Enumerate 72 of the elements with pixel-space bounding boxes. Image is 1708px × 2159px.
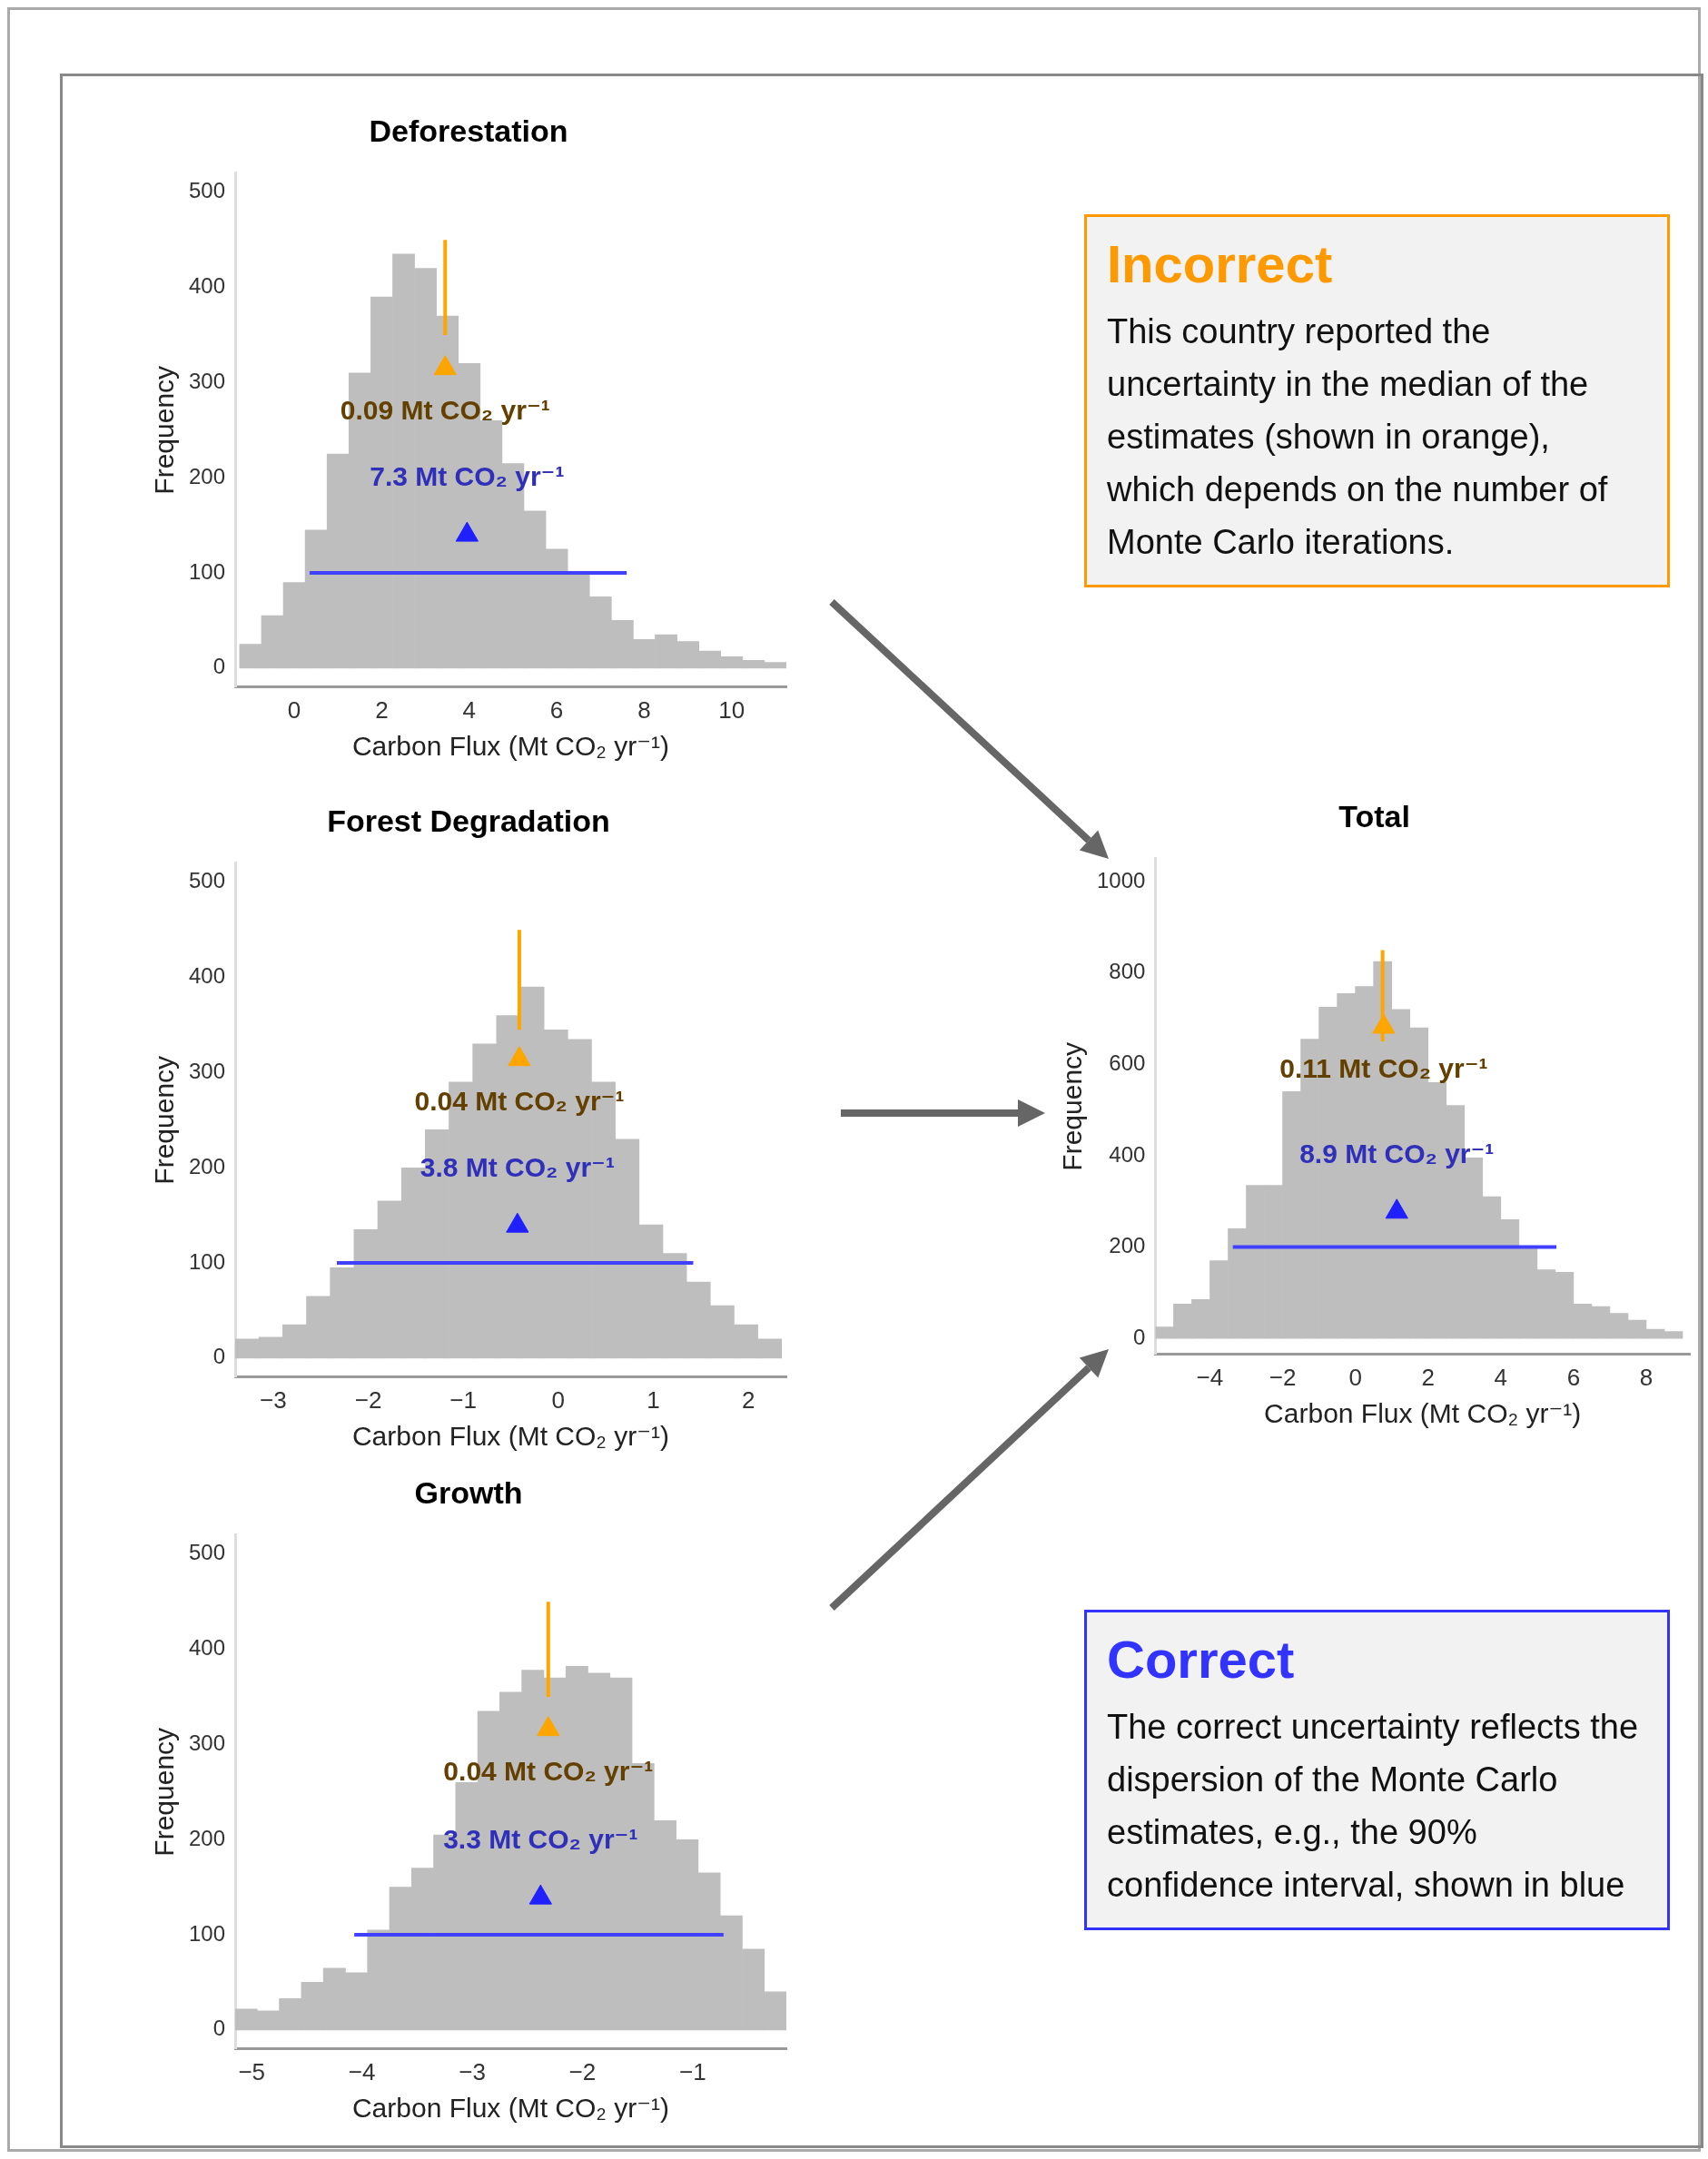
y-tick-label: 400 (189, 273, 226, 299)
y-tick-label: 1000 (1097, 867, 1146, 892)
x-tick-label: −2 (354, 1385, 382, 1414)
x-tick-label: 6 (549, 695, 564, 724)
annotation: 0.04 Mt CO₂ yr⁻¹ (443, 1755, 654, 1786)
x-tick-label: 1 (647, 1385, 660, 1414)
y-tick-label: 0 (212, 654, 226, 679)
y-tick-label: 0 (212, 1344, 226, 1369)
chart-title: Total (1338, 798, 1410, 833)
y-tick-label: 500 (189, 868, 226, 893)
y-tick-label: 0 (1133, 1324, 1146, 1349)
x-tick-label: −1 (449, 1385, 478, 1414)
chart-title: Deforestation (369, 113, 568, 148)
text: This country reported the uncertainty in the median of the estimates (shown in orange), which depends on the number of Monte Carlo iterations. (1107, 311, 1609, 563)
y-tick-label: 100 (189, 1248, 226, 1274)
x-tick-label: 0 (551, 1385, 566, 1414)
x-tick-label: 2 (741, 1385, 755, 1414)
x-tick-label: −5 (238, 2057, 266, 2085)
y-tick-label: 400 (189, 963, 226, 989)
y-axis-title: Frequency (1057, 1041, 1088, 1171)
y-tick-label: 200 (1109, 1233, 1146, 1258)
y-tick-label: 500 (189, 1540, 226, 1565)
y-tick-label: 300 (189, 1730, 226, 1756)
chart-title: Growth (414, 1474, 523, 1510)
y-tick-label: 0 (212, 2016, 226, 2041)
y-tick-label: 400 (1109, 1141, 1146, 1167)
x-tick-label: −3 (260, 1385, 287, 1414)
y-axis-title: Frequency (149, 1055, 180, 1185)
x-tick-label: 2 (375, 695, 389, 724)
y-tick-label: 200 (189, 1153, 226, 1178)
x-tick-label: −1 (678, 2057, 706, 2085)
y-axis-title: Frequency (149, 1727, 180, 1857)
annotation: 3.8 Mt CO₂ yr⁻¹ (420, 1152, 615, 1183)
annotation: 7.3 Mt CO₂ yr⁻¹ (370, 461, 565, 492)
x-tick-label: 4 (1494, 1363, 1508, 1391)
x-tick-label: 2 (1421, 1363, 1435, 1391)
x-axis-title: Carbon Flux (Mt CO₂ yr⁻¹) (351, 2093, 670, 2124)
y-tick-label: 100 (189, 1920, 226, 1946)
chart-title: Forest Degradation (327, 803, 610, 838)
x-tick-label: −2 (568, 2057, 597, 2085)
y-tick-label: 400 (189, 1635, 226, 1661)
y-tick-label: 300 (189, 1059, 226, 1084)
y-tick-label: 200 (189, 1825, 226, 1850)
annotation: 3.3 Mt CO₂ yr⁻¹ (443, 1824, 638, 1855)
x-tick-label: 4 (462, 695, 476, 724)
x-tick-label: 0 (287, 695, 301, 724)
x-tick-label: 8 (1639, 1363, 1654, 1391)
x-axis-title: Carbon Flux (Mt CO₂ yr⁻¹) (1264, 1398, 1582, 1429)
y-tick-label: 200 (189, 463, 226, 488)
annotation: 8.9 Mt CO₂ yr⁻¹ (1299, 1139, 1495, 1169)
x-tick-label: 8 (637, 695, 651, 724)
x-tick-label: −4 (1196, 1363, 1224, 1391)
annotation: 0.04 Mt CO₂ yr⁻¹ (414, 1085, 625, 1116)
y-axis-title: Frequency (149, 365, 180, 495)
y-tick-label: 600 (1109, 1050, 1146, 1075)
x-axis-title: Carbon Flux (Mt CO₂ yr⁻¹) (351, 731, 670, 762)
x-tick-label: 0 (1348, 1363, 1362, 1391)
y-tick-label: 500 (189, 178, 226, 203)
x-tick-label: 6 (1566, 1363, 1581, 1391)
x-tick-label: −4 (348, 2057, 376, 2085)
y-tick-label: 300 (189, 369, 226, 394)
annotation: 0.11 Mt CO₂ yr⁻¹ (1279, 1053, 1488, 1084)
x-tick-label: −3 (459, 2057, 486, 2085)
y-tick-label: 100 (189, 558, 226, 584)
x-tick-label: 10 (718, 695, 745, 724)
text: Incorrect (1107, 233, 1334, 294)
y-tick-label: 800 (1109, 959, 1146, 984)
text: The correct uncertainty reflects the dispersion of the Monte Carlo estimates, e.g., the 90% confidence interval, shown in blue (1107, 1707, 1640, 1906)
x-axis-title: Carbon Flux (Mt CO₂ yr⁻¹) (351, 1421, 670, 1452)
text: Correct (1107, 1629, 1296, 1690)
x-tick-label: −2 (1269, 1363, 1297, 1391)
annotation: 0.09 Mt CO₂ yr⁻¹ (340, 394, 550, 425)
